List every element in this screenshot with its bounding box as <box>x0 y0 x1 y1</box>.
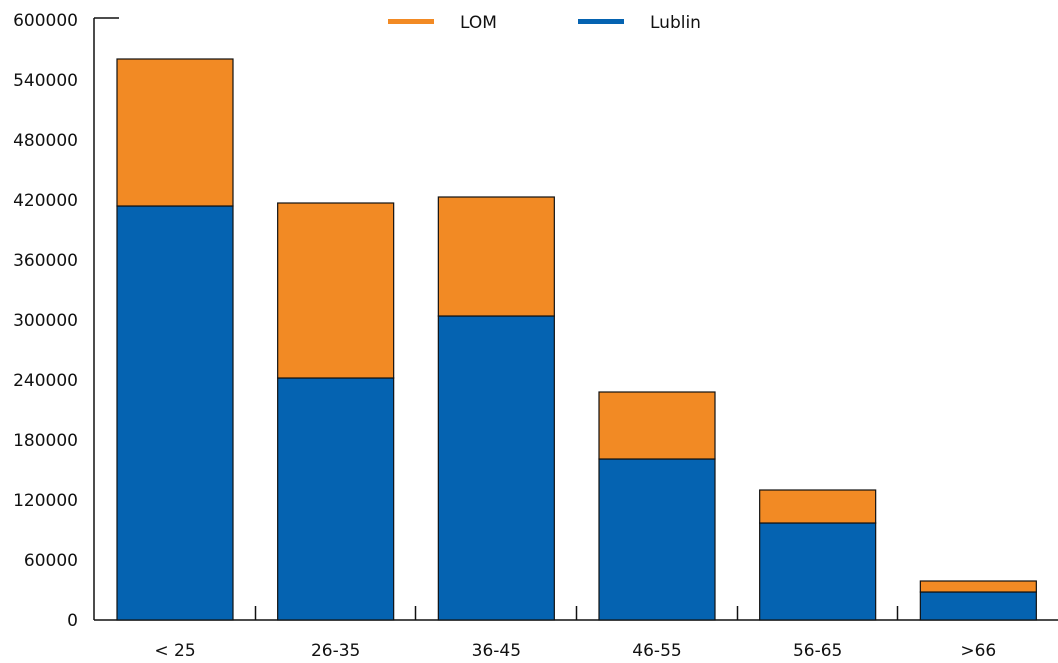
bar-lublin-2 <box>437 315 555 621</box>
y-tick-label: 420000 <box>13 191 78 211</box>
legend-swatch-lom <box>388 19 434 24</box>
bar-lom-5 <box>919 580 1037 593</box>
bar-lom-3 <box>598 391 716 460</box>
bar-lom-1 <box>277 202 395 379</box>
y-tick-label: 120000 <box>13 491 78 511</box>
x-tick-label: < 25 <box>154 641 195 661</box>
y-tick-label: 540000 <box>13 71 78 91</box>
y-tick-label: 600000 <box>13 11 78 31</box>
legend-swatch-lublin <box>578 19 624 24</box>
bar-lom-0 <box>116 58 234 207</box>
bar-lublin-0 <box>116 205 234 621</box>
bar-lublin-1 <box>277 377 395 621</box>
y-tick-label: 180000 <box>13 431 78 451</box>
y-tick-label: 60000 <box>24 551 78 571</box>
axes <box>93 17 1058 621</box>
y-tick-label: 480000 <box>13 131 78 151</box>
bar-lublin-5 <box>919 591 1037 621</box>
bar-lublin-3 <box>598 458 716 621</box>
y-tick-labels: 0 60000 120000 180000 240000 300000 360000 4200… <box>13 11 78 631</box>
legend-label-lom: LOM <box>460 13 497 33</box>
x-tick-label: 46-55 <box>632 641 681 661</box>
legend-label-lublin: Lublin <box>650 13 701 33</box>
x-tick-label: 26-35 <box>311 641 360 661</box>
y-tick-label: 240000 <box>13 371 78 391</box>
y-tick-label: 0 <box>67 611 78 631</box>
legend: LOM Lublin <box>388 13 701 33</box>
x-tick-label: >66 <box>960 641 996 661</box>
y-tick-label: 300000 <box>13 311 78 331</box>
x-tick-labels: < 25 26-35 36-45 46-55 56-65 >66 <box>154 641 996 661</box>
bars <box>116 58 1037 621</box>
x-tick-label: 56-65 <box>793 641 842 661</box>
y-tick-label: 360000 <box>13 251 78 271</box>
bar-lom-2 <box>437 196 555 317</box>
x-tick-label: 36-45 <box>472 641 521 661</box>
bar-lublin-4 <box>759 522 877 621</box>
bar-lom-4 <box>759 489 877 524</box>
